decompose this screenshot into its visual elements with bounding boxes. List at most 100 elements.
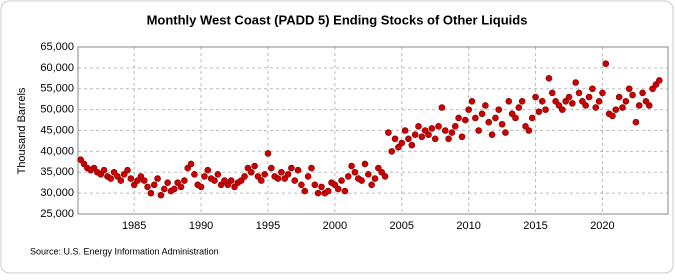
point [318, 183, 325, 191]
point [518, 97, 526, 105]
point [214, 171, 222, 178]
point [635, 102, 643, 109]
point [398, 139, 406, 147]
point [589, 85, 596, 93]
point [575, 89, 583, 97]
point [632, 118, 640, 126]
point [157, 191, 165, 199]
x-tick-label: 1990 [189, 220, 213, 232]
point [154, 175, 161, 182]
point [204, 166, 212, 174]
point [117, 177, 125, 184]
point [284, 171, 292, 178]
point [415, 123, 422, 130]
point [304, 173, 312, 180]
point [431, 135, 439, 143]
point [127, 175, 135, 182]
x-tick-label: 2010 [456, 220, 480, 232]
point [441, 127, 449, 134]
point [629, 91, 636, 99]
point [502, 129, 509, 136]
point [565, 93, 573, 101]
point [341, 187, 349, 195]
y-tick-label: 30,000 [40, 187, 74, 199]
point [171, 185, 178, 193]
point [475, 127, 482, 134]
point [314, 189, 322, 197]
point [495, 106, 503, 113]
frame [0, 0, 674, 274]
point [401, 127, 409, 134]
point [107, 175, 115, 182]
point [435, 123, 442, 130]
point [201, 173, 208, 180]
point [482, 102, 489, 109]
x-tick-label: 2000 [323, 220, 347, 232]
point [391, 135, 399, 143]
y-tick-label: 35,000 [40, 166, 74, 178]
point [405, 135, 412, 143]
point [358, 177, 365, 184]
y-tick-label: 50,000 [40, 104, 74, 116]
point [488, 131, 496, 138]
point [525, 127, 533, 134]
plot-border [77, 46, 669, 215]
point [515, 104, 523, 111]
x-tick-label: 1995 [256, 220, 280, 232]
point [595, 97, 603, 105]
point [542, 106, 549, 113]
point [351, 168, 359, 176]
point [164, 179, 171, 186]
point [656, 77, 663, 84]
point [381, 173, 389, 180]
point [365, 171, 372, 178]
point [609, 112, 616, 120]
point [548, 89, 556, 97]
point [100, 166, 108, 174]
point [197, 183, 205, 191]
point [187, 160, 195, 168]
point [448, 129, 456, 136]
point [599, 89, 606, 97]
point [445, 135, 452, 143]
point [612, 106, 620, 113]
point [227, 177, 235, 184]
x-tick-label: 1985 [122, 220, 146, 232]
y-axis-label: Thousand Barrels [16, 87, 28, 174]
point [639, 89, 646, 97]
point [361, 160, 369, 168]
x-tick-label: 2005 [390, 220, 414, 232]
point [592, 104, 600, 111]
point [274, 175, 282, 182]
point [465, 106, 472, 113]
x-tick-label: 2020 [590, 220, 614, 232]
point [298, 181, 305, 189]
point [438, 104, 446, 111]
point [505, 97, 513, 105]
point [532, 93, 539, 101]
point [388, 148, 396, 155]
point [344, 173, 352, 180]
point [602, 60, 610, 68]
point [147, 189, 155, 197]
point [478, 110, 486, 118]
x-tick-label: 2015 [523, 220, 547, 232]
point [124, 166, 131, 174]
point [324, 187, 332, 195]
point [462, 116, 469, 124]
point [181, 177, 188, 184]
point [528, 114, 536, 122]
point [451, 123, 459, 130]
point [622, 97, 630, 105]
point [368, 181, 375, 189]
point [512, 114, 519, 122]
point [251, 162, 258, 170]
point [425, 131, 432, 138]
point [485, 118, 493, 126]
y-tick-label: 65,000 [40, 41, 74, 53]
point [247, 168, 255, 176]
point [308, 164, 315, 172]
point [585, 93, 593, 101]
y-tick-label: 60,000 [40, 62, 74, 74]
